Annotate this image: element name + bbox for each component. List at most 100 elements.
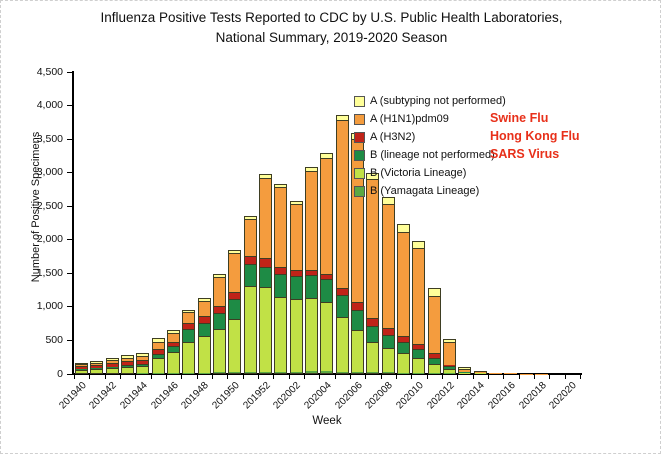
y-tick	[67, 272, 72, 274]
bar-segment	[244, 372, 256, 373]
x-tick	[426, 375, 428, 379]
bar-202011	[427, 288, 441, 374]
bar-segment	[413, 348, 425, 359]
x-tick	[74, 375, 75, 379]
y-tick-label: 4,500	[36, 65, 63, 78]
x-tick	[411, 375, 413, 379]
bar-segment	[382, 198, 394, 205]
bar-segment	[290, 201, 302, 204]
bar-segment	[76, 363, 88, 365]
bar-slot-201944	[135, 72, 150, 374]
bar-segment	[106, 360, 118, 364]
bar-202003	[305, 166, 319, 374]
x-tick	[166, 375, 167, 379]
bar-201945	[151, 338, 165, 374]
bar-segment	[260, 178, 272, 258]
bar-202002	[289, 200, 303, 374]
bar-segment	[275, 297, 287, 372]
bar-segment	[137, 355, 149, 360]
bar-segment	[260, 257, 272, 267]
bar-segment	[321, 302, 333, 372]
bar-slot-202018	[534, 72, 549, 374]
bar-segment	[336, 115, 348, 120]
bar-slot-202013	[457, 72, 472, 374]
x-tick	[549, 375, 551, 379]
bar-segment	[76, 364, 88, 367]
bar-segment	[398, 342, 410, 354]
x-tick	[365, 375, 367, 379]
bar-segment	[290, 203, 302, 270]
bar-slot-202004	[319, 72, 334, 374]
bar-segment	[122, 357, 134, 362]
bar-segment	[137, 359, 149, 364]
bar-segment	[244, 216, 256, 219]
bar-slot-201952	[258, 72, 273, 374]
x-tick	[396, 375, 397, 379]
legend-swatch-icon	[354, 131, 365, 143]
bar-segment	[352, 330, 364, 373]
y-tick	[67, 138, 72, 140]
y-tick-label: 2,000	[36, 233, 63, 246]
bar-segment	[382, 348, 394, 373]
bar-segment	[229, 253, 241, 293]
bar-segment	[183, 329, 195, 342]
bar-segment	[306, 371, 318, 373]
bar-segment	[336, 119, 348, 289]
x-tick	[150, 375, 152, 379]
bar-201941	[90, 360, 104, 374]
bar-segment	[428, 357, 440, 364]
bar-segment	[306, 274, 318, 299]
bar-segment	[413, 241, 425, 249]
bar-slot-202016	[503, 72, 518, 374]
bar-segment	[444, 366, 456, 369]
bar-202012	[443, 339, 457, 374]
bar-segment	[352, 302, 364, 311]
bar-201952	[259, 174, 273, 374]
x-tick	[89, 375, 91, 379]
bar-segment	[459, 368, 471, 372]
legend-row: B (lineage not performed) SARS Virus	[354, 146, 559, 164]
bar-segment	[260, 266, 272, 288]
bar-segment	[306, 298, 318, 372]
bar-segment	[382, 327, 394, 335]
chart-title-line2: National Summary, 2019-2020 Season	[215, 30, 448, 45]
bar-segment	[183, 323, 195, 330]
bar-slot-202014	[473, 72, 488, 374]
bar-segment	[275, 187, 287, 268]
bar-segment	[352, 310, 364, 331]
bar-segment	[290, 371, 302, 373]
bar-segment	[76, 369, 88, 373]
bar-segment	[137, 354, 149, 356]
bar-segment	[152, 348, 164, 354]
bar-201942	[105, 357, 119, 374]
bar-slot-201941	[89, 72, 104, 374]
y-tick-label: 1,500	[36, 266, 63, 279]
bar-segment	[398, 225, 410, 232]
bar-segment	[244, 256, 256, 265]
x-axis-line	[72, 373, 582, 375]
bar-segment	[382, 372, 394, 374]
bar-202004	[320, 152, 334, 374]
bar-segment	[214, 305, 226, 313]
x-tick	[472, 375, 474, 379]
bar-202014	[473, 371, 487, 374]
bar-segment	[352, 372, 364, 373]
bar-segment	[398, 335, 410, 343]
bar-slot-202007	[365, 72, 380, 374]
bar-slot-202001	[273, 72, 288, 374]
bar-slot-201950	[227, 72, 242, 374]
y-tick	[67, 373, 72, 375]
bar-segment	[168, 351, 180, 373]
bar-201943	[121, 355, 135, 374]
x-tick	[442, 375, 443, 379]
bar-segment	[275, 371, 287, 373]
bar-202013	[458, 367, 472, 374]
x-tick	[503, 375, 505, 379]
bars-container	[74, 72, 580, 374]
legend-swatch-icon	[354, 95, 365, 107]
x-tick	[273, 375, 275, 379]
bar-segment	[198, 301, 210, 317]
bar-segment	[382, 334, 394, 349]
bar-segment	[413, 343, 425, 349]
bar-segment	[336, 371, 348, 373]
